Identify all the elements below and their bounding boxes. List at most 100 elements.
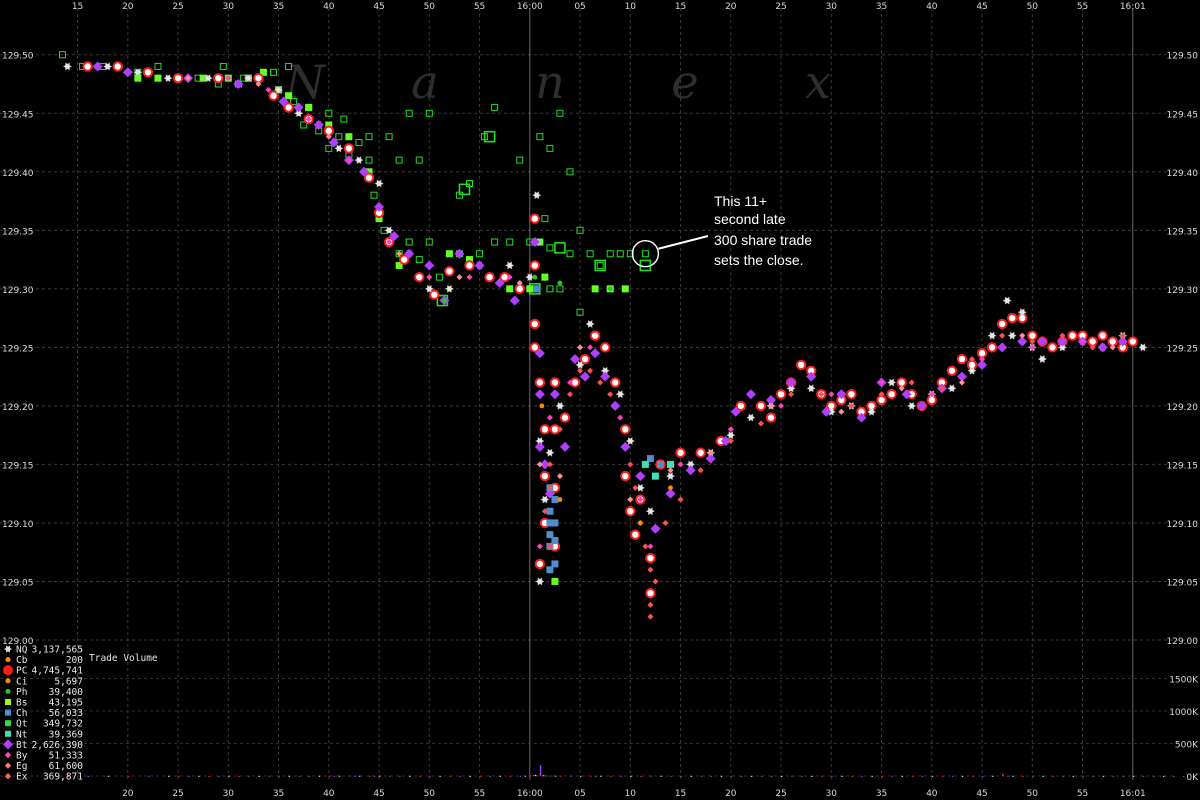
trade-mark-qt	[491, 238, 499, 246]
volume-bar	[1183, 775, 1185, 777]
trade-mark-bt	[559, 441, 570, 452]
trade-mark-qt	[285, 62, 293, 70]
volume-bar	[258, 775, 260, 777]
trade-mark-bt	[358, 166, 369, 177]
trade-mark-bt	[650, 523, 661, 534]
trade-mark-pc	[620, 470, 631, 482]
legend-volume: 56,033	[49, 708, 83, 719]
trade-mark-nq	[525, 273, 535, 282]
trade-mark-qt	[606, 250, 614, 258]
trade-mark-ex	[1029, 338, 1036, 345]
trade-mark-by	[637, 496, 644, 503]
volume-bar	[931, 775, 934, 777]
time-tick-label-bottom: 30	[826, 789, 838, 799]
trade-mark-qt-large	[554, 242, 566, 254]
volume-bar	[469, 775, 471, 777]
trade-mark-nq	[1002, 296, 1012, 305]
trade-mark-eg	[627, 496, 634, 503]
time-tick-label-bottom: 55	[1077, 789, 1088, 799]
trade-mark-eg	[536, 461, 543, 468]
trade-mark-pc	[1047, 342, 1058, 353]
volume-bar	[640, 775, 642, 777]
trade-mark-ex	[546, 543, 553, 550]
time-tick-label-top: 30	[223, 2, 235, 12]
volume-bar	[298, 775, 301, 777]
trade-mark-qt	[405, 109, 413, 117]
volume-bar	[781, 775, 783, 777]
time-tick-label-bottom: 05	[574, 789, 585, 799]
trade-mark-bt	[745, 389, 756, 400]
trade-mark-bt	[1057, 336, 1068, 347]
volume-bar	[901, 775, 904, 777]
time-tick-label-top: 15	[675, 2, 686, 12]
legend-marker-nt	[5, 730, 11, 737]
legend-marker-ex	[4, 773, 12, 780]
volume-bar	[1002, 773, 1004, 776]
trade-mark-bt	[454, 248, 465, 259]
trade-mark-by	[386, 239, 393, 246]
trade-mark-bt	[389, 231, 400, 242]
trade-mark-by	[647, 543, 654, 550]
volume-bar	[374, 775, 376, 777]
volume-bar	[278, 775, 280, 777]
trade-mark-nq	[384, 226, 394, 235]
legend: NQ 3,137,565 Cb 200 PC 4,745,741 Ci 5,697 Ph 39,4…	[3, 645, 83, 783]
trade-mark-bt	[539, 459, 550, 470]
volume-bar	[1102, 775, 1105, 777]
volume-bar	[358, 775, 361, 777]
trade-mark-pc	[529, 213, 541, 224]
trade-mark-bt	[916, 400, 927, 411]
volume-bar	[740, 775, 743, 777]
trade-mark-nq	[645, 507, 656, 516]
trade-mark-ex	[647, 566, 654, 573]
volume-bar	[972, 775, 974, 777]
volume-bar	[409, 775, 411, 777]
legend-code: Nt	[16, 729, 27, 740]
trade-mark-ex	[1119, 332, 1126, 339]
trade-mark-ex	[788, 391, 795, 398]
trade-mark-pc	[579, 353, 591, 365]
trade-mark-qt	[415, 156, 423, 164]
trade-mark-ex	[627, 461, 634, 468]
volume-bar	[353, 775, 356, 777]
time-tick-label-top: 45	[373, 2, 384, 12]
trade-mark-ex	[908, 379, 915, 386]
volume-bar	[288, 775, 290, 777]
volume-bar	[941, 775, 944, 777]
trade-mark-bs	[325, 121, 333, 129]
trade-mark-qt	[290, 98, 298, 106]
trade-mark-qt	[576, 308, 584, 316]
trade-mark-pc	[142, 67, 154, 78]
volume-tick-label: 0K	[1186, 773, 1199, 783]
trade-mark-pc	[1127, 336, 1139, 347]
time-tick-label-top: 40	[323, 2, 335, 12]
trade-mark-bt	[635, 471, 646, 482]
volume-bar	[1092, 775, 1094, 777]
trade-mark-by	[506, 274, 513, 281]
price-tick-label-right: 129.25	[1167, 344, 1199, 354]
trade-mark-pc	[172, 72, 184, 84]
trade-mark-ex	[607, 391, 614, 398]
volume-bar	[429, 775, 431, 777]
trade-mark-pc	[765, 412, 777, 423]
trade-mark-bt	[233, 79, 244, 90]
trade-mark-bt	[494, 277, 505, 288]
trade-mark-eg	[768, 402, 774, 409]
legend-marker-bt	[3, 739, 13, 750]
volume-bar	[544, 775, 547, 777]
legend-code: By	[16, 751, 28, 762]
legend-code: Cb	[16, 655, 28, 666]
volume-bar	[660, 775, 662, 777]
volume-bar	[519, 775, 522, 777]
trade-mark-cb	[668, 485, 673, 491]
trade-mark-pc	[620, 424, 631, 435]
time-tick-label-bottom: 25	[775, 789, 786, 799]
price-tick-label-right: 129.40	[1167, 169, 1199, 179]
time-tick-label-top: 50	[1027, 2, 1039, 12]
trade-mark-eg	[838, 408, 845, 415]
volume-bar	[479, 775, 481, 777]
volume-bar	[961, 775, 964, 777]
trade-mark-bt	[665, 488, 676, 499]
trade-mark-pc	[112, 61, 123, 72]
legend-code: Ex	[16, 772, 28, 783]
